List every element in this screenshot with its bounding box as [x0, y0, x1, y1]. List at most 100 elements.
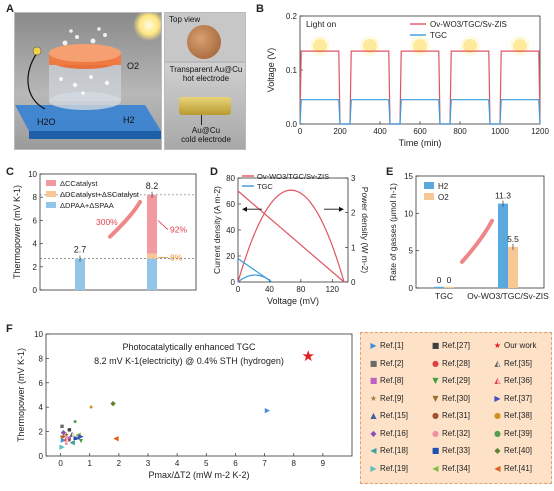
annotation-8: 8%: [170, 253, 183, 263]
cell-body: [179, 97, 231, 115]
legend-label: Ref.[28]: [442, 358, 471, 368]
h2-label: H2: [123, 115, 135, 125]
legend-entry: ΔDCatalyst+ΔSCatalyst: [60, 190, 140, 199]
increase-arrow: [460, 218, 494, 264]
chart-d-frame: [237, 177, 349, 283]
legend-marker-icon: ★: [369, 393, 378, 403]
x-tick-label: 800: [453, 127, 467, 136]
legend-marker-icon: ●: [432, 411, 439, 420]
x-tick-label: 80: [296, 285, 305, 294]
legend-entry: ■ Ref.[33]: [431, 446, 470, 455]
chart-f: 0 1 2 3 4 5 6 7 8 9 0 2 4 6 8 10 Pmax/ΔT2 (mW m-2 K-2) Th…: [16, 330, 353, 480]
scatter-point: ●: [61, 433, 65, 440]
our-work-point: ★: [302, 348, 315, 365]
legend-marker-icon: ●: [494, 411, 501, 420]
legend-marker-icon: ★: [493, 341, 502, 350]
legend-entry: ■ Ref.[27]: [431, 341, 470, 350]
x-tick-label: 400: [373, 127, 387, 136]
legend-entry: ● Ref.[32]: [431, 429, 470, 438]
x-tick-label: 4: [175, 459, 180, 468]
y2-tick-label: 3: [351, 174, 356, 183]
legend-swatch: [424, 193, 434, 200]
legend-marker-icon: ◀: [432, 463, 439, 473]
y-tick-label: 2: [39, 428, 44, 437]
legend-marker-icon: ▶: [494, 393, 501, 403]
bar: [498, 203, 508, 288]
legend-entry: ◭ Ref.[35]: [493, 359, 532, 368]
legend-entry: ■ Ref.[2]: [369, 359, 404, 368]
y-tick-label: 8: [39, 354, 44, 363]
sun-icon: [133, 13, 161, 41]
y-tick-label: 8: [33, 193, 38, 202]
electrode-disc: [187, 25, 221, 59]
y-tick-label: 10: [28, 170, 37, 179]
scatter-point: ◀: [113, 436, 119, 443]
x-tick-label: 200: [333, 127, 347, 136]
x-axis-label: Time (min): [399, 138, 442, 148]
legend-label: Ref.[16]: [380, 428, 409, 438]
legend-marker-icon: ●: [494, 428, 501, 438]
legend-swatch: [46, 191, 56, 197]
legend-label: Ref.[18]: [380, 446, 409, 455]
series-line: [299, 50, 541, 125]
scatter-point: ★: [63, 431, 69, 439]
bar: [75, 258, 85, 290]
legend-entry: ▲ Ref.[15]: [369, 411, 408, 420]
x-tick-label: 1200: [531, 127, 549, 136]
h2o-label: H2O: [37, 117, 56, 127]
cold-electrode-caption: Au@Cu cold electrode: [181, 126, 231, 144]
top-view-caption: Top view: [169, 15, 201, 24]
light-on-sun-icon: [363, 39, 377, 53]
legend-entry: Ov-WO3/TGC/Sv-ZIS: [430, 20, 507, 29]
scatter-point: ■: [67, 436, 71, 443]
legend-swatch: [424, 182, 434, 189]
y-axis-label: Current density (A m-2): [212, 186, 222, 274]
y-tick-label: 0: [231, 278, 236, 287]
scatter-point: ◭: [64, 436, 70, 443]
chart-f-legend: ▶ Ref.[1] ■ Ref.[27] ★ Our work ■ Ref.[2] ● Ref.[…: [360, 332, 552, 484]
y2-tick-label: 0: [351, 278, 356, 287]
legend-entry: ● Ref.[38]: [493, 411, 532, 420]
y-tick-label: 0: [409, 284, 414, 293]
legend-entry: ◀ Ref.[41]: [493, 464, 532, 473]
legend-entry: ● Ref.[28]: [431, 359, 470, 368]
scatter-point: ▼: [78, 438, 85, 445]
scatter-point: ▶: [265, 408, 271, 415]
x-tick-label: 3: [146, 459, 151, 468]
y-tick-label: 0: [39, 452, 44, 461]
legend-label: Ref.[36]: [504, 376, 533, 385]
y-tick-label: 4: [39, 403, 44, 412]
y-axis-label: Thermopower (mV K-1): [16, 348, 26, 442]
panel-a-letter: A: [6, 3, 14, 15]
legend-label: Ref.[40]: [504, 446, 533, 455]
scatter-point: ▶: [59, 444, 65, 451]
hot-electrode-caption: Transparent Au@Cu hot electrode: [169, 65, 243, 83]
bar-value-label: 2.7: [74, 245, 87, 255]
chart-c-frame: [39, 173, 197, 291]
light-on-sun-icon: [463, 39, 477, 53]
device-schematic: O2 H2O H2: [14, 12, 162, 150]
y-tick-label: 0: [33, 286, 38, 295]
legend-entry: Ov-WO3/TGC/Sv-ZIS: [257, 172, 329, 181]
legend-label: Ref.[37]: [504, 393, 533, 403]
top-view-photo: Top view: [164, 12, 246, 62]
legend-label: Ref.[32]: [442, 428, 471, 438]
legend-label: Ref.[33]: [442, 446, 471, 455]
x-tick-label: 8: [291, 459, 296, 468]
annotation-arrow-92: [157, 220, 169, 230]
y-tick-label: 0.1: [286, 66, 298, 75]
x-tick-label: 600: [413, 127, 427, 136]
arrow-right-head: [339, 206, 344, 212]
y-tick-label: 6: [39, 379, 44, 388]
legend-entry: ★ Ref.[9]: [369, 394, 404, 403]
legend-entry: TGC: [430, 31, 447, 40]
scatter-point: ▶: [61, 437, 67, 444]
scatter-point: ▼: [59, 434, 66, 441]
x-tick-label: 6: [233, 459, 238, 468]
bar-value-label: 5.5: [507, 234, 519, 244]
legend-entry: ★ Our work: [493, 341, 537, 350]
light-on-sun-icon: [313, 39, 327, 53]
x-tick-label: 40: [265, 285, 274, 294]
series-line: [299, 99, 541, 125]
